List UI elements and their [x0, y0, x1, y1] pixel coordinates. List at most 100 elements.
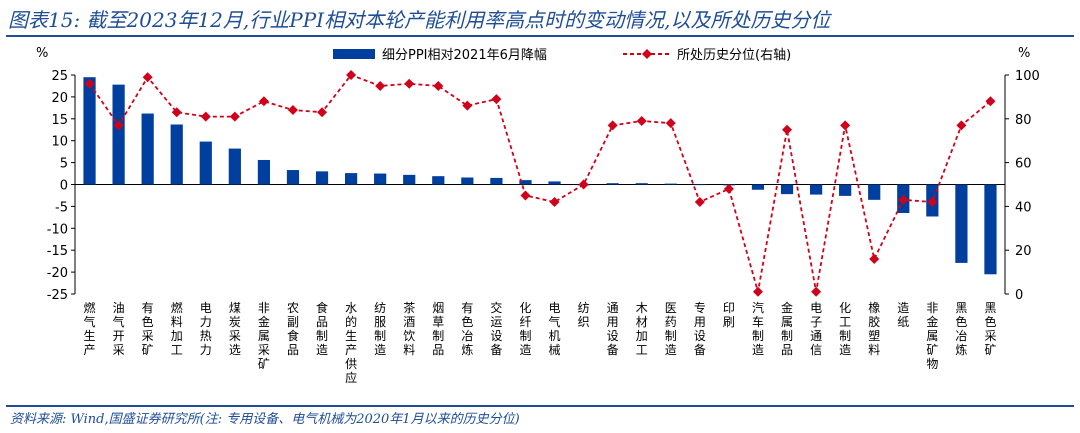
percentile-point [752, 286, 763, 297]
category-label: 汽车制造 [752, 300, 764, 357]
category-label: 农副食品 [287, 301, 299, 357]
right-tick-label: 80 [1015, 113, 1032, 128]
percentile-point [578, 179, 589, 190]
bar [984, 184, 997, 275]
bar [780, 184, 794, 195]
left-tick-label: 5 [60, 157, 68, 172]
percentile-point [346, 70, 357, 80]
percentile-point [317, 107, 328, 118]
left-tick-label: 10 [51, 135, 68, 150]
plot-area: 25 20 15 10 5 0 -5 -10 -15 -20 -25 100 80 60 40 20 0 燃气生产… [47, 69, 1040, 385]
left-tick-label: -5 [55, 200, 68, 215]
bar [519, 180, 532, 185]
category-label: 化工制造 [839, 301, 851, 357]
category-label: 有色采矿 [142, 301, 154, 357]
percentile-point [229, 111, 240, 122]
left-tick-label: 0 [60, 179, 68, 194]
category-label: 非金属矿物 [926, 301, 938, 371]
percentile-point [840, 120, 851, 131]
percentile-point [665, 118, 676, 129]
percentile-point [258, 96, 269, 107]
category-label: 印刷 [723, 301, 735, 329]
category-label: 纺织 [578, 301, 590, 329]
percentile-point [782, 124, 793, 135]
percentile-point [607, 120, 618, 131]
category-label: 燃气生产 [84, 300, 96, 357]
right-tick-label: 100 [1015, 69, 1040, 84]
category-label: 纺服制造 [374, 301, 386, 357]
category-label: 黑色冶炼 [955, 301, 967, 357]
percentile-point [956, 120, 967, 131]
left-axis-unit: % [36, 46, 48, 61]
category-label: 非金属采矿 [258, 301, 270, 371]
percentile-point [898, 194, 909, 205]
percentile-point [723, 183, 734, 194]
percentile-point [985, 96, 996, 107]
category-label: 电子通信 [810, 301, 822, 357]
bar [432, 176, 445, 185]
title-divider [6, 35, 1074, 37]
source-divider [6, 405, 1074, 407]
category-label: 通用设备 [607, 301, 619, 357]
percentile-point [927, 197, 938, 208]
bar [548, 181, 561, 185]
category-label: 烟草制品 [432, 301, 444, 357]
bar [141, 113, 154, 185]
category-label: 金属制品 [781, 300, 793, 357]
percentile-point [549, 197, 560, 208]
left-tick-label: -15 [47, 244, 68, 259]
category-label: 电气机械 [549, 301, 561, 357]
legend-bar-label: 细分PPI相对2021年6月降幅 [382, 48, 547, 63]
percentile-point [113, 120, 124, 131]
left-tick-label: -25 [47, 288, 68, 303]
right-tick-label: 20 [1015, 244, 1032, 259]
percentile-point [84, 78, 95, 89]
bar [228, 148, 241, 185]
category-label: 交运设备 [490, 300, 502, 357]
left-tick-label: 20 [51, 91, 68, 106]
legend-bar-swatch [333, 49, 375, 59]
bar [693, 184, 706, 186]
category-label: 油气开采 [113, 301, 125, 357]
percentile-point [694, 197, 705, 208]
percentile-point [171, 107, 182, 118]
left-tick-label: 25 [51, 69, 68, 84]
category-label: 医药制造 [665, 301, 677, 357]
legend: 细分PPI相对2021年6月降幅 所处历史分位(右轴) [333, 48, 791, 63]
category-label: 电力热力 [200, 301, 212, 357]
category-label: 专用设备 [694, 300, 706, 357]
category-label: 燃料加工 [171, 300, 183, 357]
category-label: 木材加工 [636, 301, 648, 357]
bar [257, 159, 271, 185]
percentile-point [287, 105, 298, 116]
percentile-line [88, 73, 992, 293]
bar [315, 171, 329, 185]
bar [955, 184, 968, 263]
bar [199, 141, 212, 185]
bar [461, 177, 474, 185]
category-label: 橡胶塑料 [868, 301, 880, 357]
percentile-point [375, 80, 386, 91]
percentile-point [520, 190, 531, 201]
percentile-point [404, 78, 415, 89]
percentile-point [142, 72, 153, 83]
category-label: 茶酒饮料 [403, 300, 415, 357]
bar [606, 183, 619, 185]
left-tick-label: -10 [47, 222, 68, 237]
source-note: 资料来源: Wind,国盛证券研究所(注: 专用设备、电气机械为2020年1月以… [10, 412, 520, 427]
right-axis-unit: % [1018, 46, 1030, 61]
bar [839, 184, 852, 196]
bar [868, 184, 881, 200]
right-tick-label: 0 [1015, 288, 1023, 303]
bar [751, 184, 765, 190]
category-label: 化纤制造 [519, 301, 531, 357]
bar [83, 77, 96, 185]
bar [344, 173, 358, 185]
left-tick-label: -20 [47, 266, 68, 281]
bar [403, 174, 416, 185]
category-label: 煤炭采选 [229, 301, 241, 357]
bar [374, 173, 387, 185]
right-tick-label: 60 [1015, 157, 1032, 172]
chart-title: 图表15: 截至2023年12月,行业PPI相对本轮产能利用率高点时的变动情况,… [8, 8, 831, 32]
